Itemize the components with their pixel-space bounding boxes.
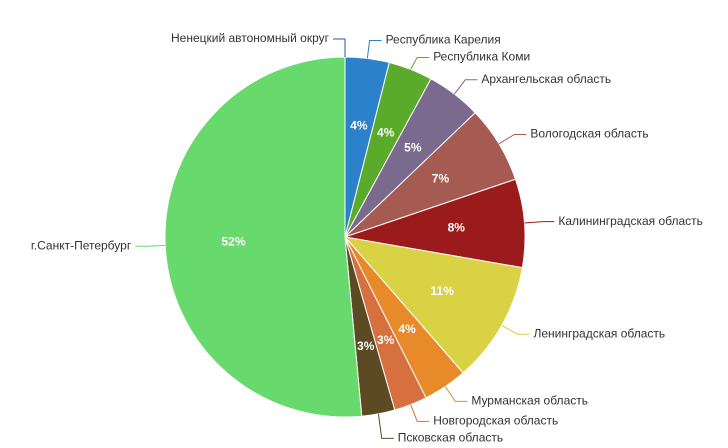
leader-line xyxy=(333,38,346,57)
leader-line xyxy=(524,221,555,224)
leader-line xyxy=(377,413,394,439)
category-label: Ленинградская область xyxy=(533,326,665,340)
leader-line xyxy=(410,404,430,422)
leader-line xyxy=(366,40,382,59)
category-label: Псковская область xyxy=(398,431,503,445)
data-label: 4% xyxy=(350,118,368,132)
data-label: 11% xyxy=(431,284,455,298)
category-label: Калининградская область xyxy=(558,214,703,228)
category-label: Республика Коми xyxy=(433,50,530,64)
leader-line xyxy=(135,244,166,247)
data-label: 3% xyxy=(377,333,395,347)
data-label: 4% xyxy=(377,125,395,139)
pie-slice xyxy=(344,178,526,269)
pie-slice xyxy=(343,236,523,374)
data-label: 7% xyxy=(432,171,450,185)
category-label: Новгородская область xyxy=(433,414,558,428)
leader-line xyxy=(501,324,530,335)
data-label: 5% xyxy=(404,141,422,155)
category-label: Мурманская область xyxy=(471,394,588,408)
category-label: Вологодская область xyxy=(530,127,648,141)
leader-line xyxy=(498,133,527,145)
leader-line xyxy=(453,79,478,95)
data-label: 52% xyxy=(222,234,246,248)
leader-line xyxy=(410,57,430,70)
data-label: 3% xyxy=(357,339,375,353)
data-label: 8% xyxy=(448,221,466,235)
leader-line xyxy=(444,386,468,402)
category-label: Ненецкий автономный округ xyxy=(171,31,330,45)
data-label: 4% xyxy=(399,322,417,336)
pie-slice xyxy=(164,56,363,418)
category-label: Республика Карелия xyxy=(386,33,501,47)
category-label: Архангельская область xyxy=(481,72,611,86)
category-label: г.Санкт-Петербург xyxy=(31,238,132,252)
